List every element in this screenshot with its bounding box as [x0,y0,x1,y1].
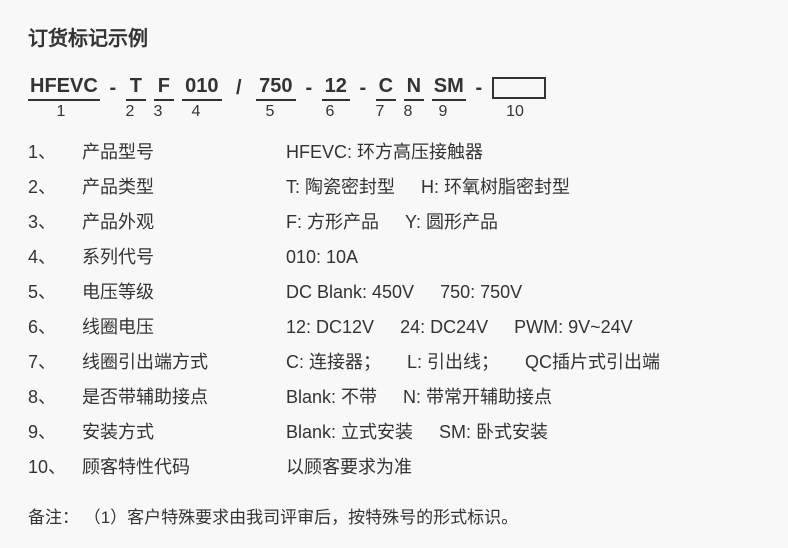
code-separator: - [108,77,118,100]
row-values: 010: 10A [286,244,760,271]
code-part: 12 [322,75,350,101]
row-value: HFEVC: 环方高压接触器 [286,139,483,166]
row-value: DC Blank: 450V [286,279,414,306]
row-value: 750: 750V [440,279,522,306]
row-value: C: 连接器； [286,349,381,376]
row-label: 线圈引出端方式 [82,349,286,376]
row-value: PWM: 9V~24V [514,314,633,341]
part-code-line: HFEVC-TF010/750-12-CNSM- [28,75,760,101]
row-number: 5、 [28,279,82,306]
row-value: 010: 10A [286,244,358,271]
code-index [224,103,242,121]
legend-row: 4、系列代号010: 10A [28,244,760,271]
row-label: 线圈电压 [82,314,286,341]
code-index: 9 [426,103,460,121]
code-index [468,103,478,121]
code-index: 4 [176,103,216,121]
row-value: Y: 圆形产品 [405,209,498,236]
row-values: 12: DC12V 24: DC24V PWM: 9V~24V [286,314,760,341]
code-index: 7 [370,103,390,121]
row-value: 以顾客要求为准 [286,454,412,481]
code-part: N [404,75,424,101]
row-value: N: 带常开辅助接点 [403,384,552,411]
legend-row: 1、产品型号HFEVC: 环方高压接触器 [28,139,760,166]
legend-row: 7、线圈引出端方式C: 连接器； L: 引出线； QC插片式引出端 [28,349,760,376]
code-index [352,103,362,121]
row-number: 8、 [28,384,82,411]
row-value: QC插片式引出端 [525,349,660,376]
row-number: 10、 [28,454,82,481]
code-part: F [154,75,174,101]
row-label: 产品型号 [82,139,286,166]
row-label: 电压等级 [82,279,286,306]
row-values: HFEVC: 环方高压接触器 [286,139,760,166]
row-number: 2、 [28,174,82,201]
row-values: DC Blank: 450V 750: 750V [286,279,760,306]
code-index: 8 [398,103,418,121]
code-blank-box [492,77,546,99]
code-index [298,103,308,121]
footnote: 备注： （1）客户特殊要求由我司评审后，按特殊号的形式标识。 [28,503,760,528]
row-values: T: 陶瓷密封型 H: 环氧树脂密封型 [286,174,760,201]
row-number: 4、 [28,244,82,271]
row-label: 顾客特性代码 [82,454,286,481]
code-part: SM [432,75,466,101]
row-number: 9、 [28,419,82,446]
row-values: Blank: 不带 N: 带常开辅助接点 [286,384,760,411]
part-index-line: 1 234 5 6 789 10 [28,103,760,121]
legend-row: 2、产品类型T: 陶瓷密封型 H: 环氧树脂密封型 [28,174,760,201]
row-value: 12: DC12V [286,314,374,341]
row-label: 是否带辅助接点 [82,384,286,411]
row-number: 6、 [28,314,82,341]
code-separator: - [358,77,368,100]
code-separator: - [304,77,314,100]
row-label: 产品外观 [82,209,286,236]
code-index: 3 [148,103,168,121]
row-value: SM: 卧式安装 [439,419,548,446]
code-separator: - [474,77,484,100]
code-index: 2 [120,103,140,121]
row-value: 24: DC24V [400,314,488,341]
row-number: 3、 [28,209,82,236]
code-part: T [126,75,146,101]
code-index: 1 [28,103,94,121]
code-part: 010 [182,75,222,101]
row-label: 产品类型 [82,174,286,201]
code-index: 6 [316,103,344,121]
row-value: T: 陶瓷密封型 [286,174,395,201]
row-value: H: 环氧树脂密封型 [421,174,570,201]
legend-rows: 1、产品型号HFEVC: 环方高压接触器 2、产品类型T: 陶瓷密封型 H: 环氧树… [28,139,760,481]
code-separator: / [230,77,248,100]
legend-row: 5、电压等级DC Blank: 450V 750: 750V [28,279,760,306]
row-values: 以顾客要求为准 [286,454,760,481]
row-values: F: 方形产品 Y: 圆形产品 [286,209,760,236]
legend-row: 9、安装方式Blank: 立式安装 SM: 卧式安装 [28,419,760,446]
row-value: F: 方形产品 [286,209,379,236]
legend-row: 3、产品外观F: 方形产品 Y: 圆形产品 [28,209,760,236]
row-label: 安装方式 [82,419,286,446]
row-number: 1、 [28,139,82,166]
row-number: 7、 [28,349,82,376]
row-label: 系列代号 [82,244,286,271]
legend-row: 8、是否带辅助接点Blank: 不带 N: 带常开辅助接点 [28,384,760,411]
code-part: C [376,75,396,101]
row-values: C: 连接器； L: 引出线； QC插片式引出端 [286,349,760,376]
code-index [102,103,112,121]
code-index: 10 [486,103,544,121]
page-title: 订货标记示例 [28,22,760,51]
row-value: Blank: 不带 [286,384,377,411]
row-value: Blank: 立式安装 [286,419,413,446]
legend-row: 6、线圈电压12: DC12V 24: DC24V PWM: 9V~24V [28,314,760,341]
legend-row: 10、顾客特性代码以顾客要求为准 [28,454,760,481]
row-value: L: 引出线； [407,349,499,376]
code-index: 5 [250,103,290,121]
code-part: HFEVC [28,75,100,101]
code-part: 750 [256,75,296,101]
row-values: Blank: 立式安装 SM: 卧式安装 [286,419,760,446]
